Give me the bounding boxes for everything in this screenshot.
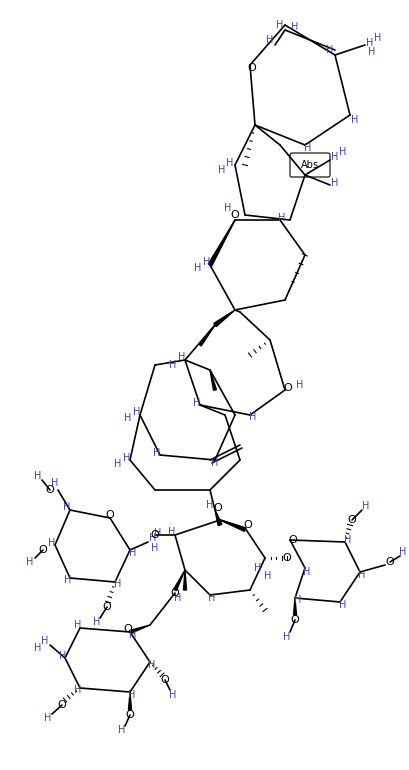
- Text: H: H: [366, 38, 374, 48]
- Text: H: H: [169, 527, 176, 537]
- Text: H: H: [194, 263, 202, 273]
- Text: H: H: [304, 143, 312, 153]
- Text: H: H: [224, 203, 231, 213]
- Polygon shape: [208, 220, 235, 266]
- Text: H: H: [254, 563, 262, 573]
- Text: H: H: [133, 407, 141, 417]
- Text: H: H: [362, 501, 370, 511]
- Polygon shape: [184, 570, 187, 590]
- Text: O: O: [106, 510, 115, 520]
- Text: H: H: [74, 620, 82, 630]
- Text: H: H: [208, 593, 216, 603]
- Polygon shape: [215, 510, 222, 526]
- Polygon shape: [214, 310, 235, 326]
- Text: H: H: [291, 22, 299, 32]
- Text: H: H: [283, 632, 291, 642]
- Text: H: H: [374, 33, 382, 43]
- Text: H: H: [123, 453, 131, 463]
- Text: H: H: [278, 213, 286, 223]
- Text: H: H: [399, 547, 407, 557]
- Text: H: H: [296, 380, 304, 390]
- Text: H: H: [74, 685, 82, 695]
- Text: O: O: [126, 710, 135, 720]
- Polygon shape: [294, 598, 297, 615]
- Polygon shape: [130, 625, 150, 634]
- Text: H: H: [303, 567, 311, 577]
- Text: H: H: [211, 458, 219, 468]
- Text: H: H: [51, 478, 58, 488]
- Text: O: O: [46, 485, 54, 495]
- Text: H: H: [358, 570, 366, 580]
- Text: H: H: [149, 533, 157, 543]
- Text: H: H: [218, 165, 226, 175]
- Text: O: O: [247, 63, 256, 73]
- Text: H: H: [294, 595, 302, 605]
- Text: H: H: [153, 448, 161, 458]
- Text: H: H: [114, 459, 122, 469]
- Text: H: H: [129, 548, 137, 558]
- Text: H: H: [93, 617, 101, 627]
- Text: H: H: [178, 352, 186, 362]
- Text: H: H: [203, 257, 211, 267]
- Polygon shape: [128, 692, 132, 710]
- Text: H: H: [169, 690, 177, 700]
- Text: H: H: [124, 413, 132, 423]
- Text: H: H: [59, 651, 67, 661]
- Text: H: H: [266, 35, 274, 45]
- Text: H: H: [174, 593, 182, 603]
- Text: H: H: [48, 538, 56, 548]
- Text: H: H: [264, 571, 272, 581]
- Text: H: H: [331, 152, 339, 162]
- Text: O: O: [348, 515, 356, 525]
- Text: H: H: [369, 47, 376, 57]
- Text: H: H: [154, 528, 162, 538]
- Text: O: O: [213, 503, 222, 513]
- Text: O: O: [38, 545, 47, 555]
- Text: H: H: [226, 158, 234, 168]
- Text: O: O: [161, 675, 169, 685]
- Text: H: H: [63, 502, 71, 512]
- Text: H: H: [34, 643, 42, 653]
- Text: O: O: [386, 557, 394, 567]
- Text: H: H: [34, 471, 42, 481]
- Text: H: H: [193, 398, 201, 408]
- Text: H: H: [44, 713, 52, 723]
- Text: O: O: [283, 383, 292, 393]
- Text: H: H: [206, 500, 213, 510]
- Text: H: H: [339, 600, 347, 610]
- Text: H: H: [331, 178, 339, 188]
- Text: H: H: [148, 660, 156, 670]
- Polygon shape: [210, 370, 216, 390]
- Text: H: H: [118, 725, 126, 735]
- Text: H: H: [114, 579, 122, 589]
- Polygon shape: [174, 570, 185, 591]
- Text: O: O: [58, 700, 66, 710]
- Text: Abs: Abs: [301, 160, 319, 170]
- Text: O: O: [151, 530, 160, 540]
- Text: H: H: [151, 543, 159, 553]
- Text: O: O: [289, 535, 297, 545]
- Text: H: H: [344, 535, 352, 545]
- Text: H: H: [128, 690, 136, 700]
- Text: H: H: [339, 147, 347, 157]
- Text: O: O: [291, 615, 299, 625]
- Text: O: O: [231, 210, 239, 220]
- Text: H: H: [26, 557, 34, 567]
- Polygon shape: [220, 520, 245, 531]
- Text: H: H: [249, 412, 257, 422]
- Polygon shape: [199, 325, 215, 346]
- Text: O: O: [283, 553, 291, 563]
- Text: H: H: [129, 630, 137, 640]
- Text: O: O: [244, 520, 252, 530]
- Text: O: O: [171, 588, 180, 598]
- Text: H: H: [326, 45, 334, 55]
- Text: H: H: [276, 20, 284, 30]
- Text: H: H: [64, 575, 72, 585]
- Text: O: O: [103, 602, 111, 612]
- FancyBboxPatch shape: [290, 153, 330, 177]
- Text: H: H: [351, 115, 359, 125]
- Text: O: O: [124, 624, 133, 634]
- Text: H: H: [41, 636, 49, 646]
- Text: H: H: [169, 360, 177, 370]
